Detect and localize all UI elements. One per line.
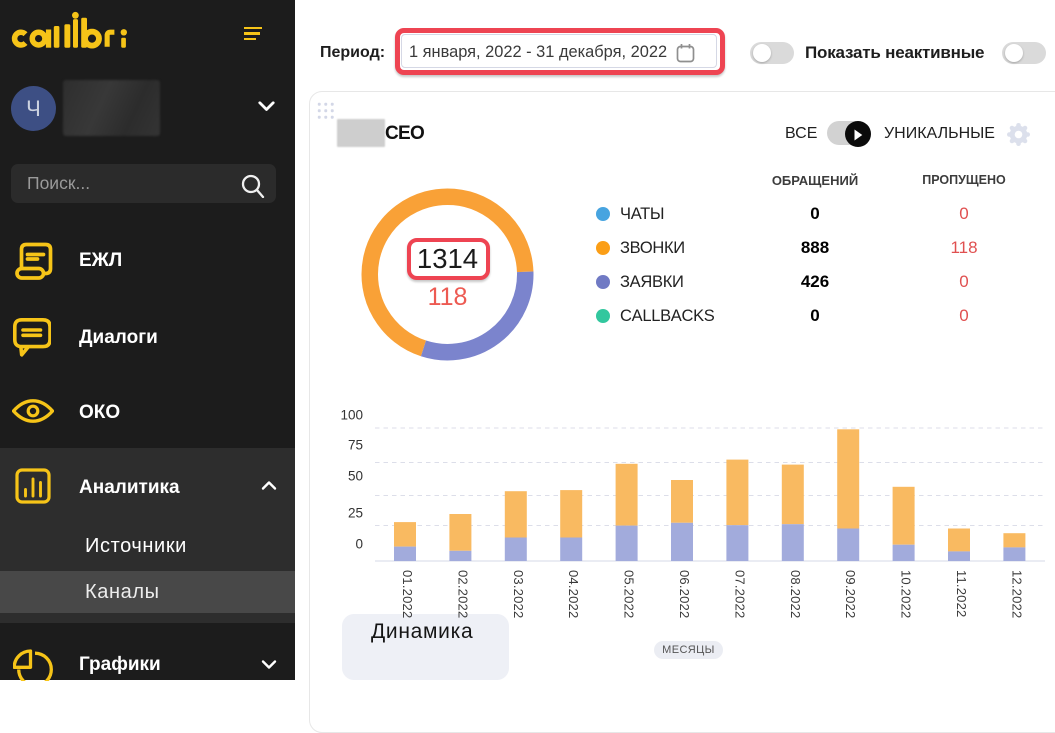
svg-text:100: 100: [340, 408, 363, 423]
svg-text:11.2022: 11.2022: [954, 570, 969, 617]
svg-text:03.2022: 03.2022: [511, 570, 526, 618]
svg-text:09.2022: 09.2022: [843, 570, 858, 618]
svg-text:12.2022: 12.2022: [1009, 570, 1024, 618]
svg-text:04.2022: 04.2022: [566, 570, 581, 618]
svg-text:10.2022: 10.2022: [899, 570, 914, 618]
svg-text:07.2022: 07.2022: [732, 570, 747, 618]
svg-text:05.2022: 05.2022: [622, 570, 637, 618]
svg-text:25: 25: [348, 506, 363, 521]
svg-text:08.2022: 08.2022: [788, 570, 803, 618]
svg-text:0: 0: [355, 537, 363, 552]
svg-text:06.2022: 06.2022: [677, 570, 692, 618]
svg-text:02.2022: 02.2022: [455, 570, 470, 618]
svg-text:75: 75: [348, 438, 363, 453]
svg-text:01.2022: 01.2022: [400, 570, 415, 618]
svg-text:50: 50: [348, 469, 363, 484]
